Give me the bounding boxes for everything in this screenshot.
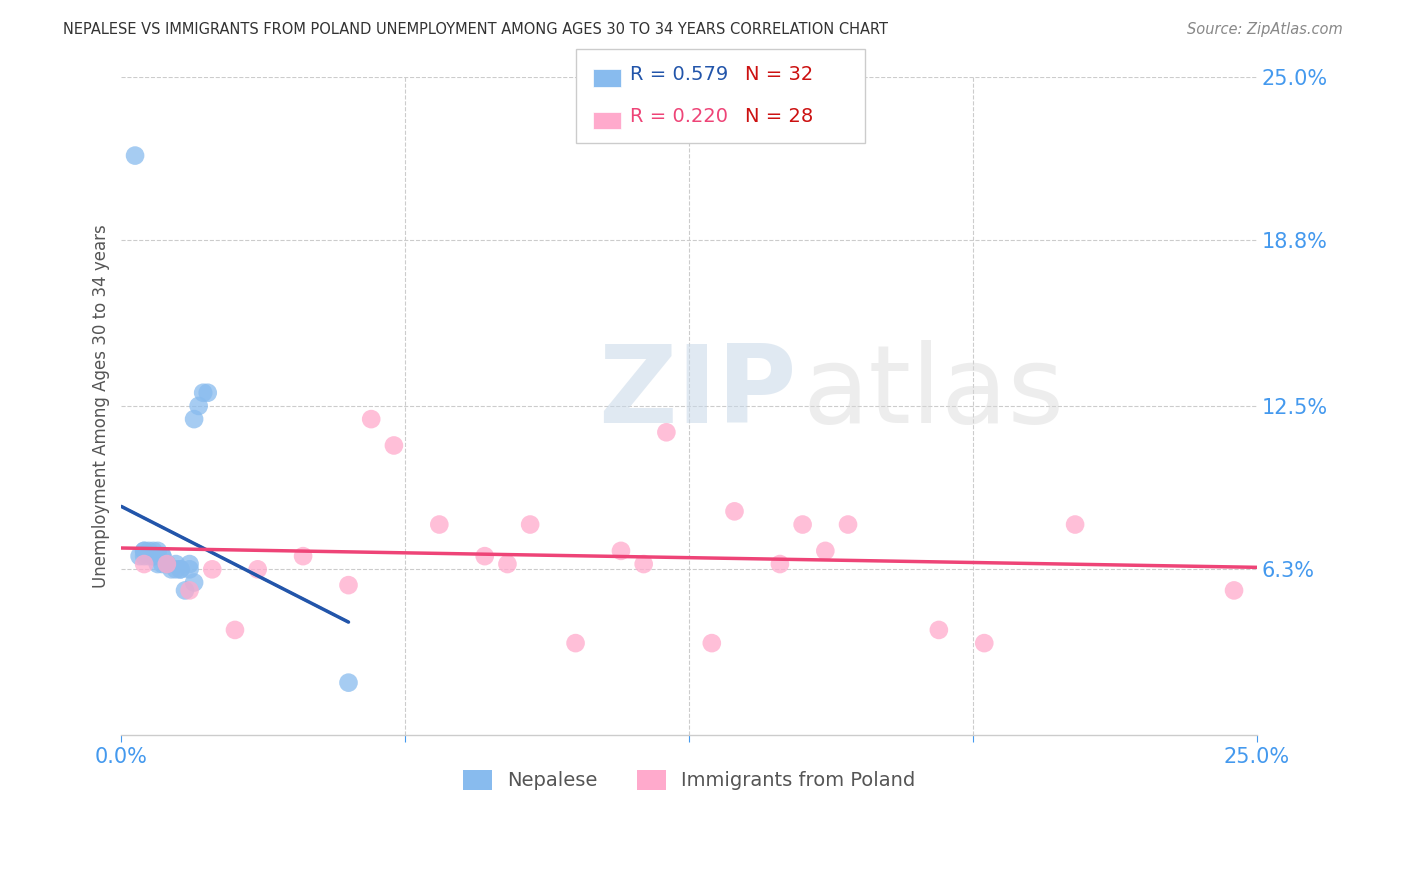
Point (150, 557, 173, 571)
Point (156, 557, 179, 571)
Point (156, 557, 179, 571)
Point (792, 517, 814, 532)
Point (360, 412, 382, 426)
Y-axis label: Unemployment Among Ages 30 to 34 years: Unemployment Among Ages 30 to 34 years (93, 224, 110, 588)
Point (337, 578, 360, 592)
Point (146, 557, 169, 571)
Point (174, 583, 197, 598)
Point (142, 549, 165, 563)
Point (179, 562, 201, 576)
Point (169, 562, 191, 576)
Point (292, 549, 315, 563)
Point (224, 623, 246, 637)
Point (142, 549, 165, 563)
Point (837, 517, 859, 532)
Point (138, 549, 160, 563)
Text: R = 0.579: R = 0.579 (630, 65, 728, 84)
Point (160, 562, 183, 576)
Point (179, 583, 201, 598)
Point (973, 636, 995, 650)
Point (183, 575, 205, 590)
Point (814, 544, 837, 558)
Point (150, 549, 173, 563)
Text: N = 32: N = 32 (745, 65, 814, 84)
Text: atlas: atlas (803, 340, 1064, 446)
Text: NEPALESE VS IMMIGRANTS FROM POLAND UNEMPLOYMENT AMONG AGES 30 TO 34 YEARS CORREL: NEPALESE VS IMMIGRANTS FROM POLAND UNEMP… (63, 22, 889, 37)
Point (134, 544, 156, 558)
Point (156, 557, 179, 571)
Point (496, 557, 519, 571)
Point (138, 544, 160, 558)
Point (128, 549, 150, 563)
Point (337, 675, 360, 690)
Legend: Nepalese, Immigrants from Poland: Nepalese, Immigrants from Poland (454, 762, 924, 798)
Point (382, 438, 405, 452)
Point (723, 504, 745, 518)
Point (193, 385, 215, 400)
Point (427, 517, 450, 532)
Point (1223, 583, 1246, 598)
Point (633, 557, 655, 571)
Point (928, 623, 950, 637)
Point (134, 557, 156, 571)
Point (519, 517, 541, 532)
Point (146, 544, 169, 558)
Point (183, 412, 205, 426)
Point (655, 425, 678, 440)
Point (769, 557, 792, 571)
Point (150, 549, 173, 563)
Point (1064, 517, 1087, 532)
Point (134, 549, 156, 563)
Point (124, 148, 146, 162)
Point (700, 636, 723, 650)
Point (179, 557, 201, 571)
Point (474, 549, 496, 563)
Text: R = 0.220: R = 0.220 (630, 107, 728, 127)
Point (165, 557, 187, 571)
Text: Source: ZipAtlas.com: Source: ZipAtlas.com (1187, 22, 1343, 37)
Point (197, 385, 219, 400)
Point (165, 562, 187, 576)
Point (169, 562, 191, 576)
Point (146, 549, 169, 563)
Point (564, 636, 586, 650)
Point (201, 562, 224, 576)
Point (610, 544, 633, 558)
Text: N = 28: N = 28 (745, 107, 814, 127)
Point (134, 544, 156, 558)
Point (246, 562, 269, 576)
Text: ZIP: ZIP (599, 340, 797, 446)
Point (142, 544, 165, 558)
Point (187, 399, 209, 413)
